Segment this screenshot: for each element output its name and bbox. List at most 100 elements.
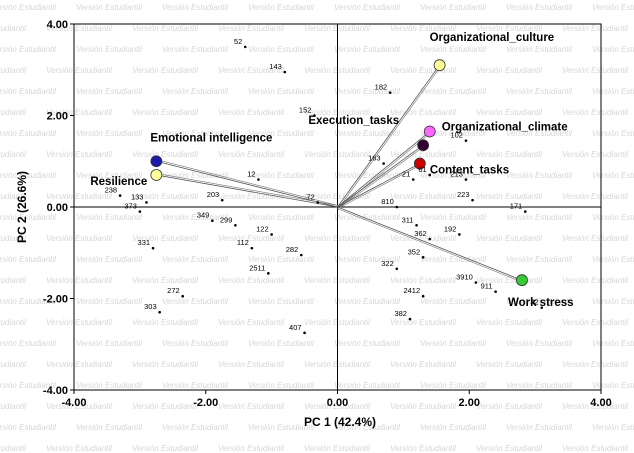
watermark-text: Versión Estudiantil	[76, 255, 142, 264]
watermark-text: Versión Estudiantil	[0, 171, 56, 180]
observation-point	[474, 281, 478, 284]
x-tick-label: 4.00	[590, 397, 611, 409]
observation-label: 203	[207, 190, 220, 199]
observation-label: 52	[234, 37, 242, 46]
watermark-text: Versión Estudiantil	[0, 255, 56, 264]
observation-point	[395, 205, 399, 209]
watermark-text: Versión Estudiantil	[162, 255, 228, 264]
observation-label: 303	[144, 302, 157, 311]
observation-point	[220, 198, 224, 202]
watermark-text: Versión Estudiantil	[420, 171, 486, 180]
observation-point	[415, 224, 418, 227]
watermark-text: Versión Estudiantil	[248, 129, 314, 138]
watermark-text: Versión Estudiantil	[46, 276, 112, 285]
watermark-text: Versión Estudiantil	[420, 87, 486, 96]
watermark-text: Versión Estudiantil	[0, 66, 26, 75]
watermark-text: Versión Estudiantil	[162, 3, 228, 12]
watermark-text: Versión Estudiantil	[132, 24, 198, 33]
watermark-text: Versión Estudiantil	[476, 66, 542, 75]
watermark-text: Versión Estudiantil	[218, 192, 284, 201]
watermark-text: Versión Estudiantil	[592, 381, 634, 390]
watermark-text: Versión Estudiantil	[334, 3, 400, 12]
watermark-text: Versión Estudiantil	[420, 45, 486, 54]
variable-point	[150, 155, 163, 168]
watermark-text: Versión Estudiantil	[248, 3, 314, 12]
observation-label: 112	[237, 238, 249, 247]
watermark-text: Versión Estudiantil	[76, 381, 142, 390]
variable-vector-line	[156, 174, 338, 208]
observation-point	[458, 233, 461, 236]
observation-point	[250, 246, 254, 250]
watermark-text: Versión Estudiantil	[506, 129, 572, 138]
watermark-text: Versión Estudiantil	[76, 3, 142, 12]
watermark-text: Versión Estudiantil	[390, 402, 456, 411]
watermark-text: Versión Estudiantil	[218, 276, 284, 285]
variable-vectors: Organizational_culture Organizational_cli…	[90, 32, 573, 309]
watermark-text: Versión Estudiantil	[162, 129, 228, 138]
observation-label: 362	[414, 229, 427, 238]
watermark-text: Versión Estudiantil	[592, 45, 634, 54]
watermark-text: Versión Estudiantil	[562, 24, 628, 33]
variable-label: Organizational_culture	[430, 32, 555, 44]
watermark-text: Versión Estudiantil	[132, 66, 198, 75]
observation-label: 61	[418, 165, 426, 174]
watermark-text: Versión Estudiantil	[334, 339, 400, 348]
observation-label: 3910	[456, 272, 473, 281]
watermark-text: Versión Estudiantil	[334, 423, 400, 432]
variable-label: Execution_tasks	[308, 115, 399, 127]
watermark-text: Versión Estudiantil	[0, 129, 56, 138]
variable-vector-line	[337, 206, 523, 281]
watermark-text: Versión Estudiantil	[46, 24, 112, 33]
watermark-layer: Versión Estudiantil Versión Estudiantil Ve…	[0, 3, 634, 453]
observation-point	[428, 237, 432, 241]
observation-point	[138, 210, 142, 213]
watermark-text: Versión Estudiantil	[0, 339, 56, 348]
watermark-text: Versión Estudiantil	[390, 318, 456, 327]
watermark-text: Versión Estudiantil	[334, 255, 400, 264]
watermark-text: Versión Estudiantil	[46, 150, 112, 159]
watermark-text: Versión Estudiantil	[218, 24, 284, 33]
observation-point	[382, 162, 385, 165]
observation-label: 331	[138, 238, 151, 247]
variable-label: Work stress	[508, 297, 574, 309]
watermark-text: Versión Estudiantil	[420, 129, 486, 138]
watermark-text: Versión Estudiantil	[0, 423, 56, 432]
watermark-text: Versión Estudiantil	[218, 444, 284, 453]
watermark-text: Versión Estudiantil	[476, 192, 542, 201]
watermark-text: Versión Estudiantil	[562, 150, 628, 159]
y-axis-title: PC 2 (26.6%)	[15, 171, 29, 243]
observation-label: 143	[269, 62, 282, 71]
watermark-text: Versión Estudiantil	[562, 360, 628, 369]
watermark-text: Versión Estudiantil	[420, 423, 486, 432]
watermark-text: Versión Estudiantil	[334, 129, 400, 138]
watermark-text: Versión Estudiantil	[76, 87, 142, 96]
watermark-text: Versión Estudiantil	[334, 297, 400, 306]
observation-point	[411, 178, 415, 181]
variable-vector-line	[338, 65, 442, 209]
y-tick-label: -2.00	[43, 294, 68, 306]
observation-point	[494, 290, 497, 293]
observation-point	[211, 219, 214, 223]
watermark-text: Versión Estudiantil	[0, 234, 26, 243]
watermark-text: Versión Estudiantil	[476, 24, 542, 33]
watermark-text: Versión Estudiantil	[46, 108, 112, 117]
watermark-text: Versión Estudiantil	[0, 297, 56, 306]
watermark-text: Versión Estudiantil	[390, 24, 456, 33]
watermark-text: Versión Estudiantil	[592, 87, 634, 96]
watermark-text: Versión Estudiantil	[76, 339, 142, 348]
watermark-text: Versión Estudiantil	[132, 318, 198, 327]
watermark-text: Versión Estudiantil	[0, 318, 26, 327]
watermark-text: Versión Estudiantil	[592, 3, 634, 12]
observation-label: 182	[375, 83, 388, 92]
watermark-text: Versión Estudiantil	[248, 213, 314, 222]
observation-point	[118, 194, 122, 197]
observation-point	[257, 178, 260, 181]
watermark-text: Versión Estudiantil	[0, 276, 26, 285]
watermark-text: Versión Estudiantil	[132, 150, 198, 159]
watermark-text: Versión Estudiantil	[390, 276, 456, 285]
y-tick-label: 0.00	[47, 202, 68, 214]
observation-label: 322	[381, 259, 394, 268]
observation-point	[464, 178, 468, 181]
watermark-text: Versión Estudiantil	[420, 255, 486, 264]
